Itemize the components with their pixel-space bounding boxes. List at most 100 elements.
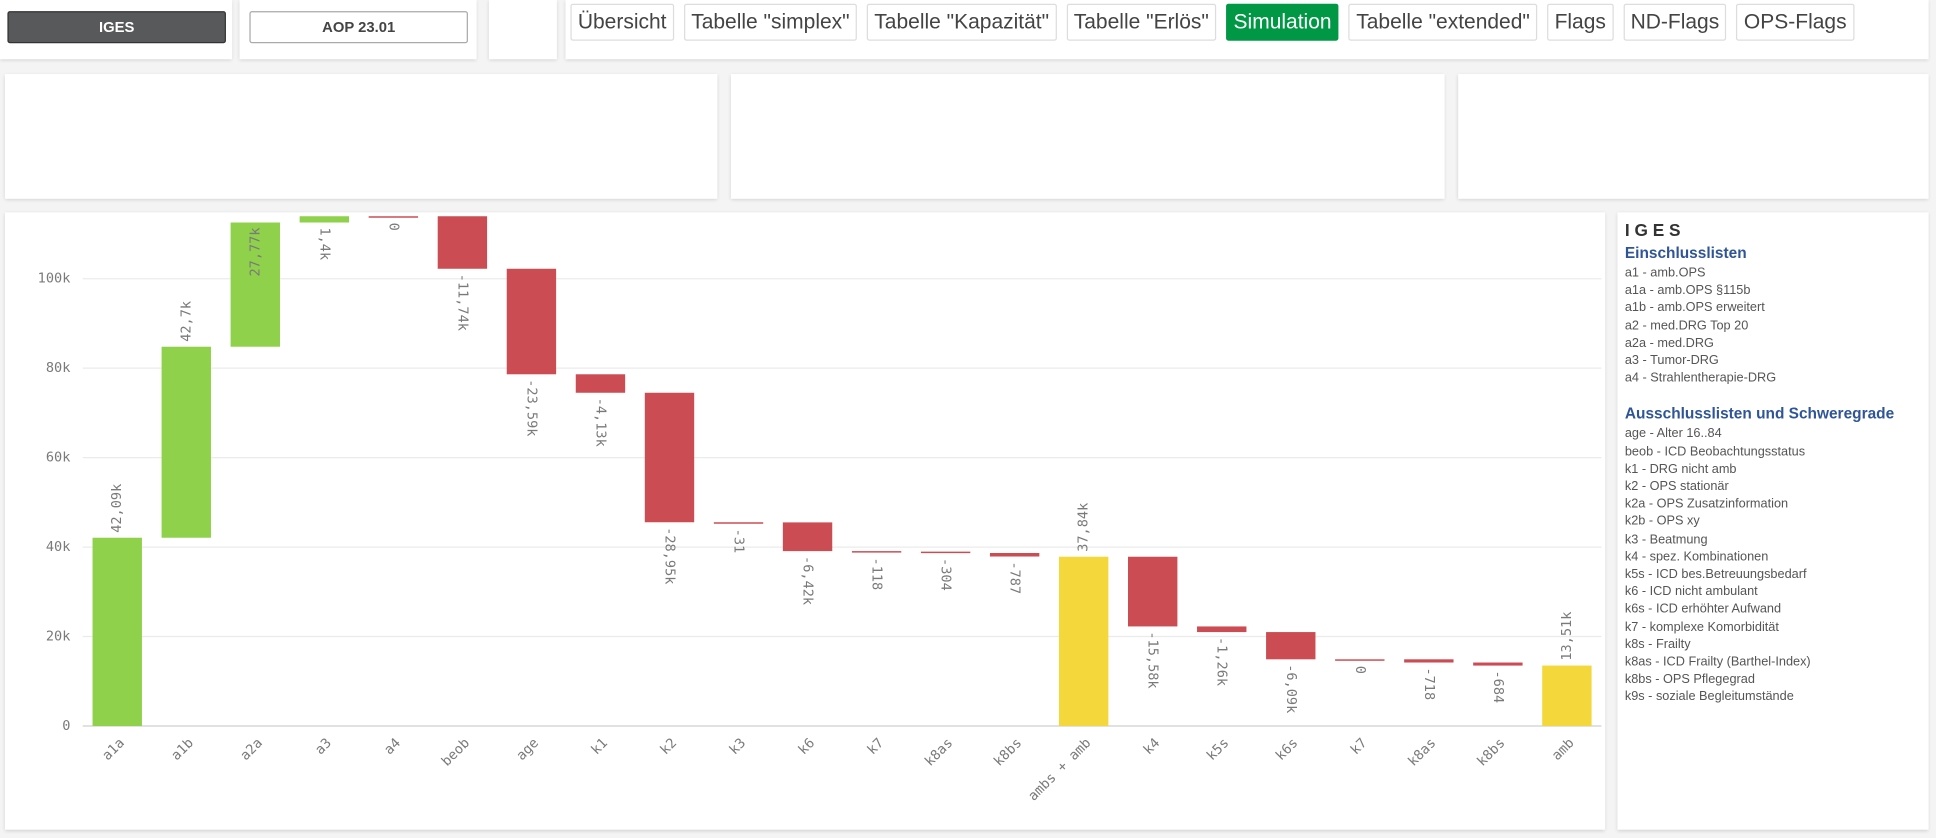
legend-section: Einschlusslisten a1 - amb.OPS a1a - amb.OP…: [1625, 244, 1921, 388]
value-label: -4,13k: [592, 398, 608, 447]
x-tick-label: k5s: [1204, 735, 1233, 764]
legend-item: a1a - amb.OPS §115b: [1624, 284, 1751, 298]
tab-button[interactable]: Übersicht: [570, 3, 674, 41]
selection-card: IGES: [0, 0, 233, 60]
waterfall-bar: [437, 216, 488, 269]
value-label: -23,59k: [523, 379, 539, 436]
y-tick-label: 80k: [46, 360, 71, 376]
x-tick-label: k8as: [1405, 735, 1439, 769]
waterfall-bar: [368, 216, 419, 218]
selection-button[interactable]: IGES: [7, 11, 226, 44]
waterfall-bar: [161, 346, 211, 538]
x-tick-label: k1: [588, 735, 611, 758]
panel: [1458, 74, 1929, 199]
x-tick-label: k6s: [1273, 735, 1302, 764]
waterfall-bar: [1473, 662, 1523, 666]
tab-button[interactable]: Tabelle "Kapazität": [866, 3, 1057, 41]
tab-button[interactable]: Tabelle "Erlös": [1066, 3, 1217, 41]
chart: 0 20k 40k 60k 80k 100k 42,09k a1a 42,7k a1b 27,77k…: [38, 216, 1602, 804]
y-tick-label: 20k: [46, 629, 71, 645]
value-label: -118: [869, 558, 885, 591]
value-label: 0: [1352, 666, 1368, 674]
legend-item: k9s - soziale Begleitumstände: [1624, 690, 1794, 705]
value-label: 0: [385, 223, 401, 231]
tab-list: Übersicht Tabelle "simplex" Tabelle "Kapaz…: [565, 0, 1928, 44]
y-tick-label: 60k: [46, 450, 71, 466]
legend-item: k4 - spez. Kombinationen: [1624, 550, 1769, 565]
tab-button[interactable]: ND-Flags: [1623, 3, 1727, 41]
value-label: -11,74k: [454, 274, 470, 331]
x-tick-label: k8bs: [1474, 735, 1508, 769]
legend-item: k6 - ICD nicht ambulant: [1624, 585, 1758, 600]
legend-item: a2 - med.DRG Top 20: [1624, 319, 1749, 333]
tab-bar: Übersicht Tabelle "simplex" Tabelle "Kapaz…: [565, 0, 1929, 60]
x-tick-label: k8bs: [991, 735, 1025, 769]
waterfall-bar: [713, 522, 764, 524]
legend-section: Ausschlusslisten und Schweregrade age - A…: [1625, 406, 1921, 708]
selection-card: AOP 23.01: [239, 0, 477, 60]
value-label: 42,7k: [178, 301, 194, 342]
value-label: 13,51k: [1559, 612, 1575, 661]
waterfall-bar: [1542, 665, 1592, 727]
legend-item: k8as - ICD Frailty (Barthel-Index): [1624, 655, 1811, 670]
value-label: 27,77k: [247, 227, 263, 276]
legend-item: k5s - ICD bes.Betreuungsbedarf: [1624, 568, 1807, 582]
value-label: -28,95k: [661, 527, 677, 584]
tab-button[interactable]: Tabelle "extended": [1348, 3, 1538, 41]
legend-item: k2a - OPS Zusatzinformation: [1624, 497, 1789, 512]
waterfall-bar: [989, 552, 1040, 557]
legend-item: k6s - ICD erhöhter Aufwand: [1624, 603, 1782, 617]
waterfall-bar: [299, 216, 350, 223]
x-tick-label: k7: [1348, 735, 1371, 758]
tab-button[interactable]: Simulation: [1226, 3, 1339, 41]
waterfall-bar: [1404, 659, 1454, 663]
legend-heading: Einschlusslisten: [1624, 244, 1747, 262]
legend-item: age - Alter 16..84: [1624, 427, 1722, 442]
chart-card: 0 20k 40k 60k 80k 100k 42,09k a1a 42,7k a1b 27,77k…: [4, 212, 1606, 830]
waterfall-bar: [644, 392, 695, 523]
value-label: -304: [938, 558, 954, 591]
legend-item: k3 - Beatmung: [1624, 532, 1708, 547]
legend-item: k8bs - OPS Pflegegrad: [1624, 673, 1755, 687]
legend-item: k2b - OPS xy: [1624, 515, 1700, 529]
waterfall-bar: [575, 374, 626, 393]
legend-item: a2a - med.DRG: [1624, 336, 1714, 351]
waterfall-bar: [1266, 632, 1316, 660]
y-tick-label: 40k: [46, 539, 71, 555]
waterfall-bar: [230, 222, 280, 347]
tab-button[interactable]: OPS-Flags: [1736, 3, 1854, 41]
waterfall-bar: [782, 522, 833, 552]
x-tick-label: k2: [657, 735, 680, 758]
value-label: -6,42k: [800, 556, 816, 605]
y-tick-label: 100k: [38, 271, 71, 287]
waterfall-bar: [1335, 659, 1385, 661]
waterfall-bar: [1128, 556, 1178, 627]
tab-button[interactable]: Tabelle "simplex": [683, 3, 858, 41]
waterfall-bar: [851, 551, 902, 553]
legend-item: beob - ICD Beobachtungsstatus: [1624, 445, 1806, 459]
x-tick-label: a2a: [237, 735, 266, 764]
legend-item: k7 - komplexe Komorbidität: [1624, 620, 1779, 635]
x-tick-label: age: [513, 735, 542, 764]
waterfall-bar: [92, 537, 142, 727]
x-tick-label: k4: [1140, 735, 1163, 758]
x-tick-label: k3: [726, 735, 749, 758]
x-tick-label: a1a: [99, 735, 128, 764]
legend-item: a1b - amb.OPS erweitert: [1624, 301, 1765, 316]
legend-title: I G E S: [1624, 219, 1681, 240]
x-tick-label: k6: [795, 735, 818, 758]
value-label: -787: [1007, 561, 1023, 594]
value-label: -1,26k: [1214, 637, 1230, 686]
x-tick-label: a1b: [168, 735, 197, 764]
legend-item: k2 - OPS stationär: [1624, 480, 1729, 494]
waterfall-bar: [1058, 556, 1109, 727]
waterfall-bar: [920, 551, 971, 554]
x-tick-label: a4: [381, 735, 404, 758]
waterfall-bar: [1197, 626, 1247, 633]
selection-button[interactable]: AOP 23.01: [249, 11, 468, 44]
waterfall-bar: [506, 268, 557, 375]
legend-item: a4 - Strahlentherapie-DRG: [1624, 371, 1777, 386]
tab-button[interactable]: Flags: [1547, 3, 1614, 41]
